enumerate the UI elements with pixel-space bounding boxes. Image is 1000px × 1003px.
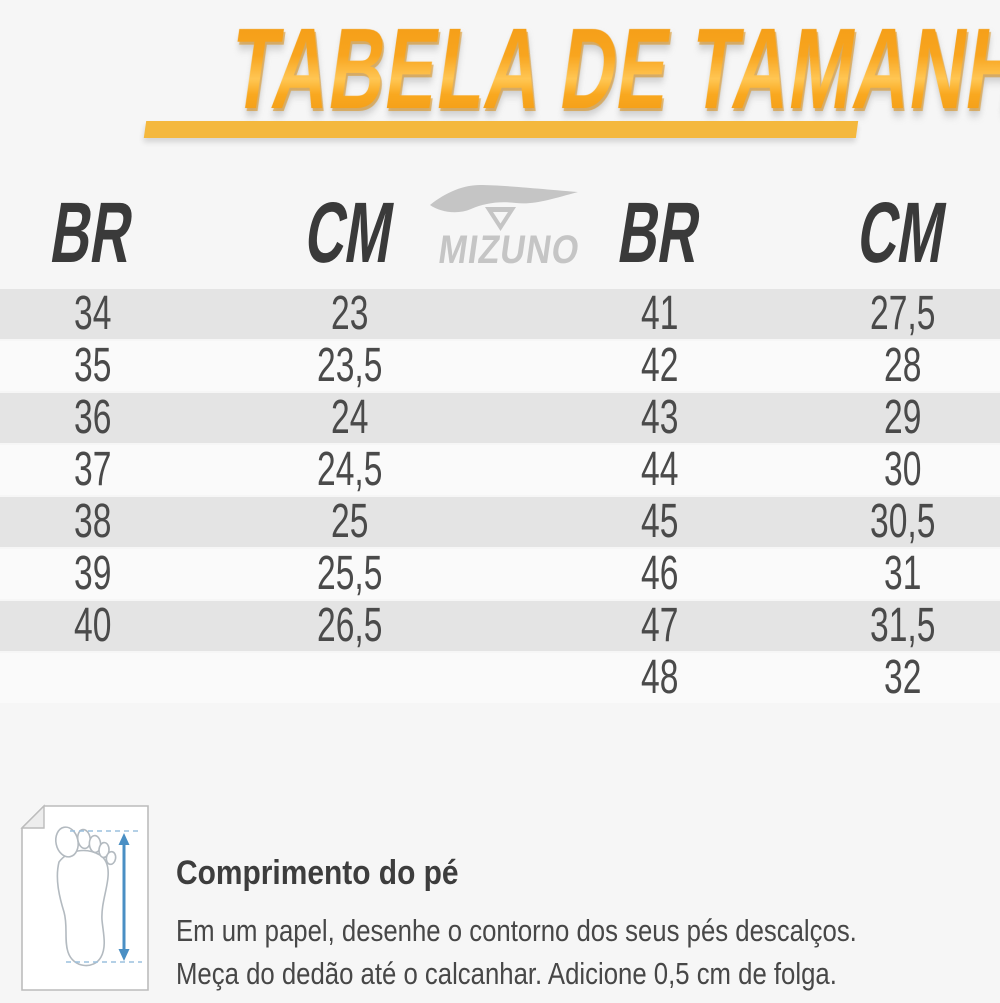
- header-br-left: BR: [45, 185, 140, 281]
- mizuno-runbird-icon: [430, 185, 578, 231]
- cell-br-left: 37: [73, 443, 112, 496]
- cell-br-right: 47: [641, 599, 679, 652]
- cell-br-left: 40: [73, 599, 112, 652]
- cell-cm-left: 23,5: [317, 339, 383, 392]
- cell-cm-left: [185, 653, 515, 714]
- cell-br-right: 46: [641, 547, 679, 600]
- cell-cm-right: 30,5: [869, 495, 936, 548]
- table-row: 40 26,5 47 31,5: [0, 601, 1000, 651]
- brand-wordmark: MIZUNO: [435, 228, 583, 272]
- cell-br-right: 45: [641, 495, 679, 548]
- cell-cm-left: 24,5: [317, 443, 383, 496]
- instructions-line2: Meça do dedão até o calcanhar. Adicione …: [176, 956, 837, 991]
- instructions-heading: Comprimento do pé: [176, 854, 459, 892]
- cell-br-left: 36: [73, 391, 112, 444]
- cell-cm-right: 32: [883, 651, 922, 704]
- table-row: 36 24 43 29: [0, 393, 1000, 443]
- table-row: 38 25 45 30,5: [0, 497, 1000, 547]
- cell-cm-left: 25: [331, 495, 369, 548]
- cell-cm-right: 30: [883, 443, 922, 496]
- cell-br-left: 35: [73, 339, 112, 392]
- header-br-right: BR: [612, 185, 708, 281]
- cell-cm-right: 27,5: [869, 287, 936, 340]
- table-row: 34 23 41 27,5: [0, 289, 1000, 339]
- cell-cm-right: 28: [883, 339, 922, 392]
- brand-logo: MIZUNO: [428, 182, 583, 272]
- cell-br-right: 41: [641, 287, 679, 340]
- table-row: 39 25,5 46 31: [0, 549, 1000, 599]
- cell-cm-right: 31,5: [869, 599, 936, 652]
- page-title: TABELA DE TAMANHOS: [224, 5, 1000, 133]
- cell-br-right: 44: [641, 443, 679, 496]
- cell-cm-left: 26,5: [317, 599, 383, 652]
- table-row: 48 32: [0, 653, 1000, 703]
- cell-cm-left: 25,5: [317, 547, 383, 600]
- cell-cm-right: 31: [883, 547, 922, 600]
- cell-br-left: [0, 653, 185, 714]
- title-underline: [143, 121, 859, 138]
- cell-br-left: 34: [73, 287, 112, 340]
- cell-cm-left: 24: [331, 391, 369, 444]
- instructions-line1: Em um papel, desenhe o contorno dos seus…: [176, 913, 857, 948]
- foot-measurement-icon: [10, 798, 170, 1003]
- cell-br-right: 48: [641, 651, 679, 704]
- table-row: 35 23,5 42 28: [0, 341, 1000, 391]
- table-row: 37 24,5 44 30: [0, 445, 1000, 495]
- cell-cm-right: 29: [883, 391, 922, 444]
- cell-br-right: 43: [641, 391, 679, 444]
- instructions-block: Comprimento do pé Em um papel, desenhe o…: [176, 854, 896, 995]
- header-cm-right: CM: [852, 185, 953, 281]
- cell-br-left: 39: [73, 547, 112, 600]
- cell-br-left: 38: [73, 495, 112, 548]
- size-table: 34 23 41 27,5 35 23,5 42 28 36 24 43 29 …: [0, 289, 1000, 705]
- title-block: TABELA DE TAMANHOS: [0, 5, 1000, 133]
- cell-cm-left: 23: [331, 287, 369, 340]
- cell-br-right: 42: [641, 339, 679, 392]
